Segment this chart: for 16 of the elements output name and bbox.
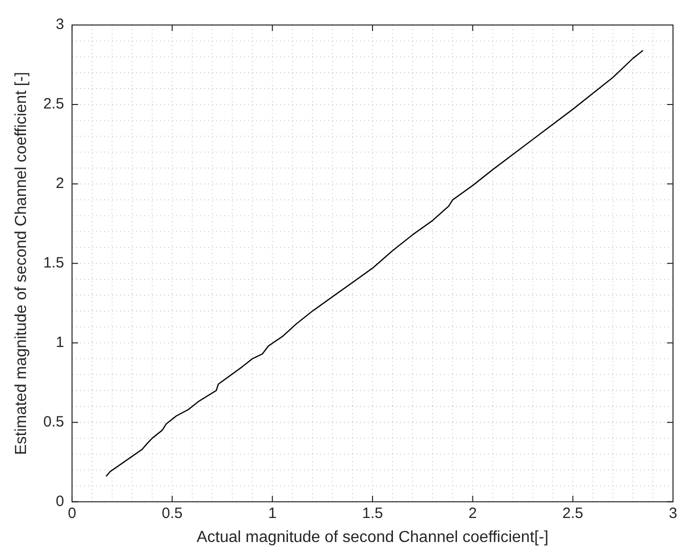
y-tick-label: 2.5 xyxy=(43,96,64,113)
x-axis-title: Actual magnitude of second Channel coefficient[-] xyxy=(196,528,548,546)
y-tick-label: 2 xyxy=(56,175,64,192)
x-tick-label: 0.5 xyxy=(162,504,183,522)
x-tick-label: 1 xyxy=(268,504,277,522)
x-tick-label: 3 xyxy=(668,504,678,522)
y-tick-label: 1.5 xyxy=(43,254,64,272)
y-tick-label: 0.5 xyxy=(43,413,64,430)
x-tick-label: 2 xyxy=(468,504,477,522)
x-tick-label: 2.5 xyxy=(562,504,584,522)
x-tick-label: 0 xyxy=(68,504,76,522)
y-axis-title: Estimated magnitude of second Channel coefficient [-] xyxy=(13,72,30,455)
y-tick-label: 1 xyxy=(56,334,64,352)
x-tick-label: 1.5 xyxy=(362,504,383,522)
y-tick-label: 3 xyxy=(56,16,64,34)
y-tick-label: 0 xyxy=(56,492,64,510)
